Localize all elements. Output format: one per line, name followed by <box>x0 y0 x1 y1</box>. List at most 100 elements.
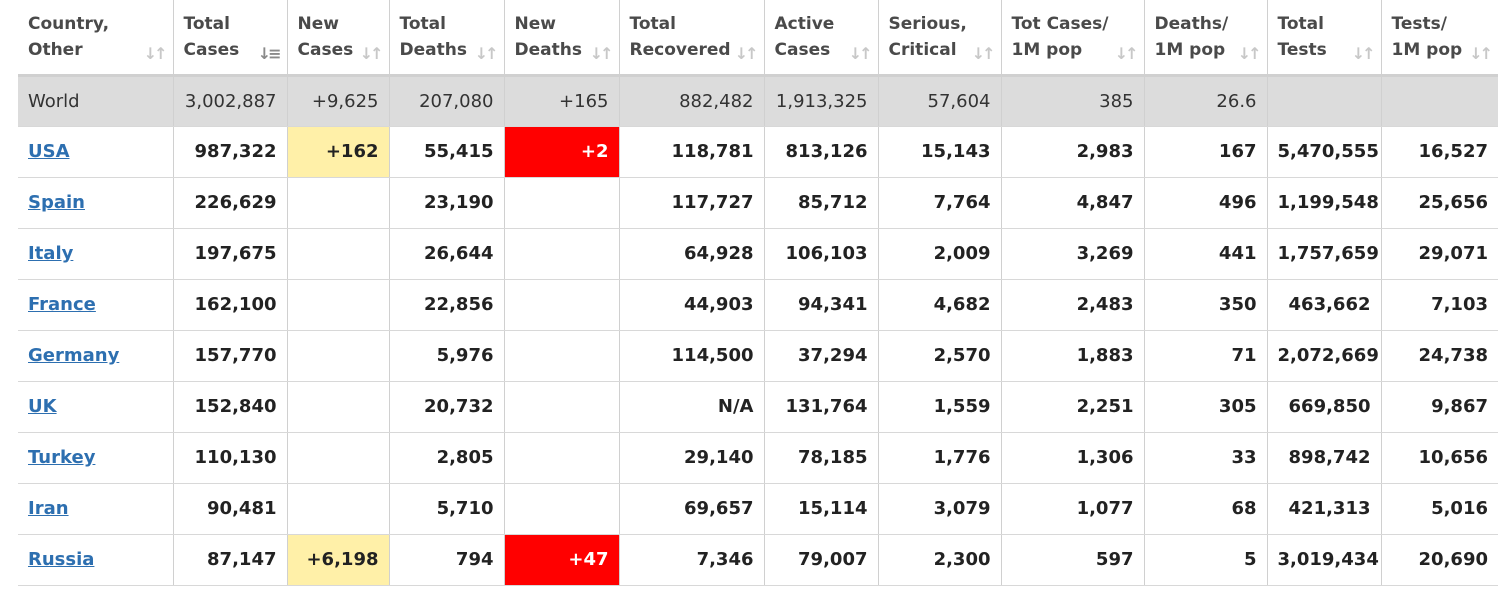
sort-icon[interactable]: ↓↑ <box>589 44 614 63</box>
cell-country: Iran <box>18 483 174 535</box>
column-header-new-deaths[interactable]: New Deaths ↓↑ <box>504 0 620 77</box>
cell-new-cases: +6,198 <box>287 534 390 586</box>
sort-icon[interactable]: ↓↑ <box>848 44 873 63</box>
sort-desc-icon[interactable]: ↓≡ <box>257 44 282 63</box>
cell-total-cases: 226,629 <box>173 177 288 229</box>
cell-cases-per-1m: 4,847 <box>1001 177 1145 229</box>
cell-cases-per-1m: 385 <box>1001 75 1145 127</box>
cell-serious-critical: 7,764 <box>878 177 1002 229</box>
cell-active-cases: 15,114 <box>764 483 879 535</box>
sort-icon[interactable]: ↓↑ <box>1237 44 1262 63</box>
column-header-label: Serious, Critical <box>888 13 967 60</box>
cell-deaths-per-1m: 71 <box>1144 330 1268 382</box>
cell-new-deaths <box>504 381 620 433</box>
column-header-label: Total Cases <box>183 13 240 60</box>
cell-new-deaths <box>504 330 620 382</box>
cell-new-deaths <box>504 177 620 229</box>
sort-icon[interactable]: ↓↑ <box>474 44 499 63</box>
column-header-total-deaths[interactable]: Total Deaths ↓↑ <box>389 0 505 77</box>
cell-total-cases: 152,840 <box>173 381 288 433</box>
sort-icon[interactable]: ↓↑ <box>971 44 996 63</box>
sort-icon[interactable]: ↓↑ <box>1469 44 1493 63</box>
column-header-tests-per-1m[interactable]: Tests/ 1M pop ↓↑ <box>1381 0 1498 77</box>
column-header-total-tests[interactable]: Total Tests ↓↑ <box>1267 0 1382 77</box>
cell-total-cases: 90,481 <box>173 483 288 535</box>
country-link[interactable]: USA <box>28 141 70 162</box>
cell-total-deaths: 2,805 <box>389 432 505 484</box>
cell-cases-per-1m: 1,306 <box>1001 432 1145 484</box>
column-header-cases-per-1m[interactable]: Tot Cases/ 1M pop ↓↑ <box>1001 0 1145 77</box>
cell-total-tests: 669,850 <box>1267 381 1382 433</box>
cell-total-cases: 87,147 <box>173 534 288 586</box>
cell-cases-per-1m: 1,883 <box>1001 330 1145 382</box>
sort-icon[interactable]: ↓↑ <box>1114 44 1139 63</box>
country-link[interactable]: France <box>28 294 96 315</box>
table-body: World 3,002,887 +9,625 207,080 +165 882,482 1,… <box>18 75 1498 586</box>
column-header-total-cases[interactable]: Total Cases ↓≡ <box>173 0 288 77</box>
cell-tests-per-1m: 24,738 <box>1381 330 1498 382</box>
country-link[interactable]: Iran <box>28 498 69 519</box>
column-header-label: Total Recovered <box>629 13 731 60</box>
cell-total-recovered: N/A <box>619 381 765 433</box>
cell-country: Italy <box>18 228 174 280</box>
cell-new-cases: +9,625 <box>287 75 390 127</box>
column-header-active-cases[interactable]: Active Cases ↓↑ <box>764 0 879 77</box>
column-header-country[interactable]: Country, Other ↓↑ <box>18 0 174 77</box>
cell-serious-critical: 3,079 <box>878 483 1002 535</box>
cell-total-recovered: 882,482 <box>619 75 765 127</box>
cell-serious-critical: 15,143 <box>878 126 1002 178</box>
cell-tests-per-1m: 7,103 <box>1381 279 1498 331</box>
cell-cases-per-1m: 3,269 <box>1001 228 1145 280</box>
country-link[interactable]: Germany <box>28 345 120 366</box>
sort-icon[interactable]: ↓↑ <box>143 44 168 63</box>
country-link[interactable]: Italy <box>28 243 74 264</box>
column-header-new-cases[interactable]: New Cases ↓↑ <box>287 0 390 77</box>
cell-active-cases: 106,103 <box>764 228 879 280</box>
cell-cases-per-1m: 2,483 <box>1001 279 1145 331</box>
cell-total-tests: 2,072,669 <box>1267 330 1382 382</box>
cell-serious-critical: 4,682 <box>878 279 1002 331</box>
sort-icon[interactable]: ↓↑ <box>359 44 384 63</box>
cell-total-tests: 3,019,434 <box>1267 534 1382 586</box>
cell-country: Germany <box>18 330 174 382</box>
cell-serious-critical: 2,570 <box>878 330 1002 382</box>
cell-active-cases: 78,185 <box>764 432 879 484</box>
cell-country: Russia <box>18 534 174 586</box>
cell-deaths-per-1m: 5 <box>1144 534 1268 586</box>
cell-total-tests: 1,757,659 <box>1267 228 1382 280</box>
country-link[interactable]: Spain <box>28 192 85 213</box>
sort-icon[interactable]: ↓↑ <box>734 44 759 63</box>
cell-total-deaths: 794 <box>389 534 505 586</box>
cell-total-recovered: 114,500 <box>619 330 765 382</box>
cell-total-deaths: 5,976 <box>389 330 505 382</box>
country-link[interactable]: Turkey <box>28 447 96 468</box>
column-header-label: Deaths/ 1M pop <box>1154 13 1229 60</box>
cell-tests-per-1m: 25,656 <box>1381 177 1498 229</box>
table-row: Iran 90,481 5,710 69,657 15,114 3,079 1,077 68 4… <box>18 483 1498 535</box>
cell-total-deaths: 55,415 <box>389 126 505 178</box>
table-row: Italy 197,675 26,644 64,928 106,103 2,009 3,26… <box>18 228 1498 280</box>
column-header-serious-critical[interactable]: Serious, Critical ↓↑ <box>878 0 1002 77</box>
cell-new-deaths: +2 <box>504 126 620 178</box>
cell-new-cases <box>287 381 390 433</box>
cell-active-cases: 131,764 <box>764 381 879 433</box>
country-link[interactable]: Russia <box>28 549 95 570</box>
cell-tests-per-1m: 5,016 <box>1381 483 1498 535</box>
country-link[interactable]: UK <box>28 396 57 417</box>
cell-serious-critical: 2,300 <box>878 534 1002 586</box>
cell-total-tests: 421,313 <box>1267 483 1382 535</box>
column-header-deaths-per-1m[interactable]: Deaths/ 1M pop ↓↑ <box>1144 0 1268 77</box>
cell-deaths-per-1m: 68 <box>1144 483 1268 535</box>
cell-deaths-per-1m: 305 <box>1144 381 1268 433</box>
cell-cases-per-1m: 597 <box>1001 534 1145 586</box>
column-header-label: New Cases <box>297 13 354 60</box>
sort-icon[interactable]: ↓↑ <box>1351 44 1376 63</box>
cell-new-deaths <box>504 483 620 535</box>
table-row: France 162,100 22,856 44,903 94,341 4,682 2,48… <box>18 279 1498 331</box>
column-header-total-recovered[interactable]: Total Recovered ↓↑ <box>619 0 765 77</box>
cell-new-cases <box>287 483 390 535</box>
cell-country: Spain <box>18 177 174 229</box>
cell-total-deaths: 207,080 <box>389 75 505 127</box>
cell-active-cases: 37,294 <box>764 330 879 382</box>
cell-tests-per-1m: 20,690 <box>1381 534 1498 586</box>
